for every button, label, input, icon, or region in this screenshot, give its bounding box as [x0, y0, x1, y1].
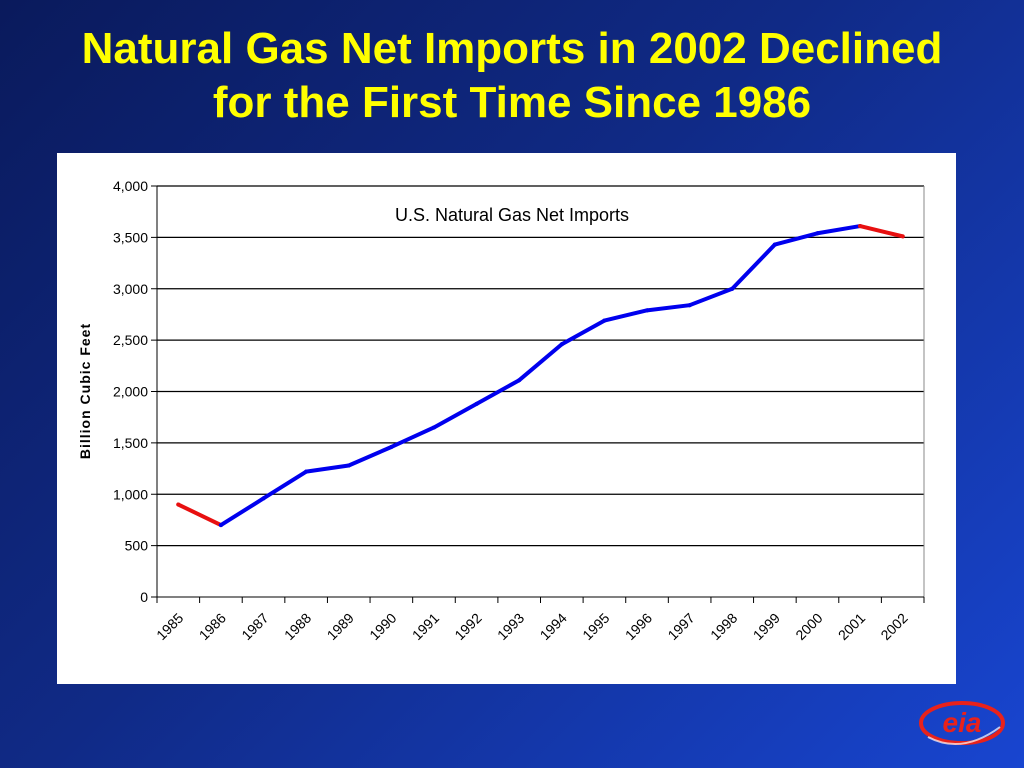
data-point [645, 308, 650, 313]
x-tick-label: 1996 [622, 610, 655, 643]
series-segment [602, 308, 650, 323]
y-tick-label: 4,000 [113, 178, 148, 194]
series-segment [176, 502, 223, 528]
y-tick-label: 0 [140, 589, 148, 605]
series-segment [858, 224, 905, 239]
x-tick-label: 1989 [324, 610, 357, 643]
data-point [900, 234, 905, 239]
x-tick-label: 1995 [579, 610, 612, 643]
data-point [389, 444, 394, 449]
x-tick-label: 1985 [153, 610, 186, 643]
data-point [261, 496, 266, 501]
y-axis-title: Billion Cubic Feet [77, 323, 93, 459]
y-tick-label: 3,000 [113, 281, 148, 297]
series-segment [261, 469, 309, 501]
data-point [431, 425, 436, 430]
series-segment [218, 496, 266, 528]
y-tick-label: 1,000 [113, 486, 148, 502]
chart-title: U.S. Natural Gas Net Imports [395, 205, 629, 225]
x-tick-label: 2001 [835, 610, 868, 643]
grid-lines [157, 185, 924, 547]
x-tick-label: 1999 [750, 610, 783, 643]
series-segment [474, 378, 522, 406]
y-tick-labels: 0 500 1,000 1,500 2,000 2,500 3,000 3,500 4,000 [113, 178, 148, 605]
data-point [346, 463, 351, 468]
series-segment [304, 463, 351, 474]
x-tick-label: 1987 [238, 610, 271, 643]
data-point [730, 286, 735, 291]
eia-logo-text: eia [943, 707, 982, 738]
x-tick-label: 1992 [451, 610, 484, 643]
chart-panel: 0 500 1,000 1,500 2,000 2,500 3,000 3,500 4,000 … [57, 153, 956, 684]
line-chart: 05001,0001,5002,0002,5003,0003,5004,000 … [77, 178, 925, 643]
x-tick-label: 1986 [196, 610, 229, 643]
series-segment [645, 303, 692, 313]
data-point [772, 242, 777, 247]
data-point [858, 224, 863, 229]
y-tick-label: 3,500 [113, 229, 148, 245]
data-point [474, 401, 479, 406]
series-segment [431, 401, 479, 430]
data-point [687, 303, 692, 308]
x-tick-label: 1990 [366, 610, 399, 643]
y-tick-label: 2,000 [113, 384, 148, 400]
series-segment [687, 286, 735, 308]
data-point [218, 523, 223, 528]
slide-title: Natural Gas Net Imports in 2002 Declined… [0, 22, 1024, 130]
series-line [176, 224, 905, 528]
x-tick-label: 1997 [664, 610, 697, 643]
x-tick-label: 1998 [707, 610, 740, 643]
series-segment [730, 242, 777, 291]
slide-title-line-2: for the First Time Since 1986 [212, 78, 812, 127]
x-tick-label: 2000 [792, 610, 825, 643]
series-segment [389, 425, 436, 449]
x-tick-label: 1991 [409, 610, 442, 643]
x-tick-label: 1994 [537, 610, 570, 643]
y-tick-label: 1,500 [113, 435, 148, 451]
data-point [517, 378, 522, 383]
data-point [815, 231, 820, 236]
y-tick-label: 500 [125, 538, 149, 554]
x-tick-label: 1988 [281, 610, 314, 643]
x-tick-label: 2002 [877, 610, 910, 643]
data-point [304, 469, 309, 474]
slide-title-line-1: Natural Gas Net Imports in 2002 Declined [81, 24, 943, 73]
series-segment [517, 342, 564, 383]
data-point [176, 502, 181, 507]
series-segment [772, 231, 820, 247]
eia-logo: eia [919, 701, 1005, 746]
data-point [602, 318, 607, 323]
axes [151, 185, 925, 603]
series-segment [815, 224, 863, 236]
x-tick-labels: 1985 1986 1987 1988 1989 1990 1991 1992 1993 1994… [153, 610, 911, 643]
series-segment [346, 444, 394, 468]
series-segment [559, 318, 607, 347]
data-point [559, 342, 564, 347]
eia-logo-swoosh [927, 726, 1001, 746]
y-tick-label: 2,500 [113, 332, 148, 348]
x-tick-label: 1993 [494, 610, 527, 643]
